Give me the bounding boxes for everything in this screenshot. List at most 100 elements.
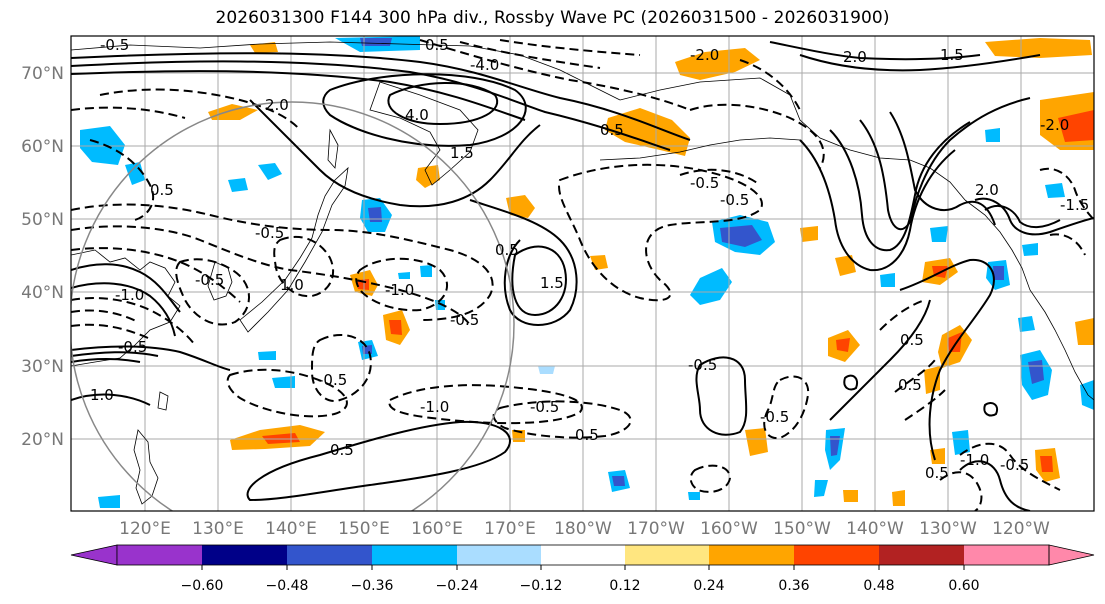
contour-label: -0.5 — [760, 408, 789, 426]
lon-label: 150°E — [338, 519, 390, 539]
neg-area — [98, 495, 120, 508]
contour-label: 0.5 — [898, 376, 922, 394]
lon-label: 160°W — [700, 519, 758, 539]
pos-core — [948, 332, 962, 352]
neg-core — [360, 38, 392, 46]
contour-line — [71, 263, 181, 313]
colorbar-segment — [372, 545, 457, 565]
contour-label: 2.0 — [265, 96, 289, 114]
lat-label: 30°N — [21, 357, 64, 377]
contour-line — [249, 99, 541, 208]
contour-label: 0.5 — [925, 464, 949, 482]
colorbar-segment — [202, 545, 287, 565]
pos-area — [800, 226, 818, 242]
contour-labels: -0.5 -1.0 -0.5 -0.5 0.5 -1.0 -0.5 0.5 -0… — [90, 36, 1089, 482]
rossby-circle — [71, 101, 515, 511]
coastline-northamerica — [964, 199, 1094, 401]
colorbar-ticks — [201, 565, 965, 570]
colorbar-segment — [709, 545, 794, 565]
contour-label: 1.5 — [450, 144, 474, 162]
contour-line — [959, 442, 1061, 491]
pos-core — [1040, 456, 1053, 472]
neg-core — [612, 476, 625, 486]
colorbar-tick-label: −0.36 — [351, 578, 394, 594]
contour-line — [689, 103, 825, 169]
pos-core — [389, 320, 402, 335]
colorbar-tick-label: −0.60 — [181, 578, 224, 594]
contour-label: -2.0 — [690, 46, 719, 64]
contour-label: -0.5 — [530, 398, 559, 416]
pos-core — [836, 338, 850, 352]
contour-line — [894, 359, 936, 393]
contour-line — [879, 299, 926, 331]
contour-label: 1.5 — [940, 46, 964, 64]
contour-line — [310, 334, 372, 402]
neg-area — [690, 268, 732, 305]
pos-area — [250, 42, 278, 53]
pos-area — [985, 38, 1092, 58]
map-content: -0.5 -1.0 -0.5 -0.5 0.5 -1.0 -0.5 0.5 -0… — [71, 36, 1094, 511]
contour-label: 0.5 — [425, 36, 449, 54]
contour-label: -1.5 — [1060, 196, 1089, 214]
contour-line — [739, 59, 801, 111]
contour-line — [1039, 167, 1094, 221]
contour-line — [71, 70, 526, 121]
neg-area — [985, 128, 1000, 142]
pos-area — [924, 366, 940, 394]
contour-label: -0.5 — [1000, 456, 1029, 474]
contour-label: -0.5 — [255, 224, 284, 242]
pos-area — [208, 104, 258, 120]
contour-line — [71, 247, 241, 303]
lat-label: 20°N — [21, 430, 64, 450]
neg-area — [125, 162, 145, 185]
contour-label: 1.0 — [90, 386, 114, 404]
colorbar-tick-label: 0.24 — [693, 578, 724, 594]
pos-area — [892, 490, 905, 506]
contour-line — [769, 41, 981, 61]
contour-line — [71, 52, 691, 141]
contour-label: -1.0 — [115, 286, 144, 304]
colorbar-tick-label: 0.48 — [863, 578, 894, 594]
lon-label: 120°E — [119, 519, 171, 539]
lat-label: 60°N — [21, 137, 64, 157]
contour-line — [71, 351, 159, 357]
colorbar-segment — [964, 545, 1049, 565]
pos-area — [843, 490, 858, 502]
contour-label: 0.5 — [600, 121, 624, 139]
contour-label: -0.5 — [688, 356, 717, 374]
contour-label: -0.5 — [720, 191, 749, 209]
coastline-siberia — [71, 41, 621, 101]
map-frame — [70, 35, 1095, 512]
gridlines — [71, 36, 1094, 511]
contour-line — [829, 299, 931, 421]
contour-line — [939, 471, 983, 511]
contour-line — [974, 197, 1094, 236]
contour-line — [959, 460, 1031, 511]
lon-label: 130°W — [919, 519, 977, 539]
contour-line — [799, 54, 1041, 72]
neg-area — [258, 163, 282, 180]
lat-label: 70°N — [21, 64, 64, 84]
contour-label: -1.0 — [960, 451, 989, 469]
lon-label: 180°W — [554, 519, 612, 539]
contour-label: 0.5 — [900, 331, 924, 349]
colorbar-segment — [541, 545, 625, 565]
lat-label: 50°N — [21, 210, 64, 230]
lon-label: 130°E — [192, 519, 244, 539]
contour-label: 0.5 — [330, 441, 354, 459]
contour-label: -0.5 — [450, 311, 479, 329]
neg-area — [228, 178, 248, 192]
contour-label: 0.5 — [495, 241, 519, 259]
neg-core — [993, 266, 1004, 280]
colorbar-tick-label: 0.60 — [948, 578, 979, 594]
contour-label: 4.0 — [405, 106, 429, 124]
pos-area — [1075, 318, 1094, 345]
solid-contours — [71, 41, 1094, 511]
pos-area — [835, 255, 856, 276]
contour-line — [175, 258, 250, 326]
contour-label: -0.5 — [318, 371, 347, 389]
contour-line — [889, 111, 996, 226]
colorbar-tick-label: −0.12 — [520, 578, 563, 594]
contour-line — [89, 139, 155, 221]
neg-core — [368, 207, 382, 222]
